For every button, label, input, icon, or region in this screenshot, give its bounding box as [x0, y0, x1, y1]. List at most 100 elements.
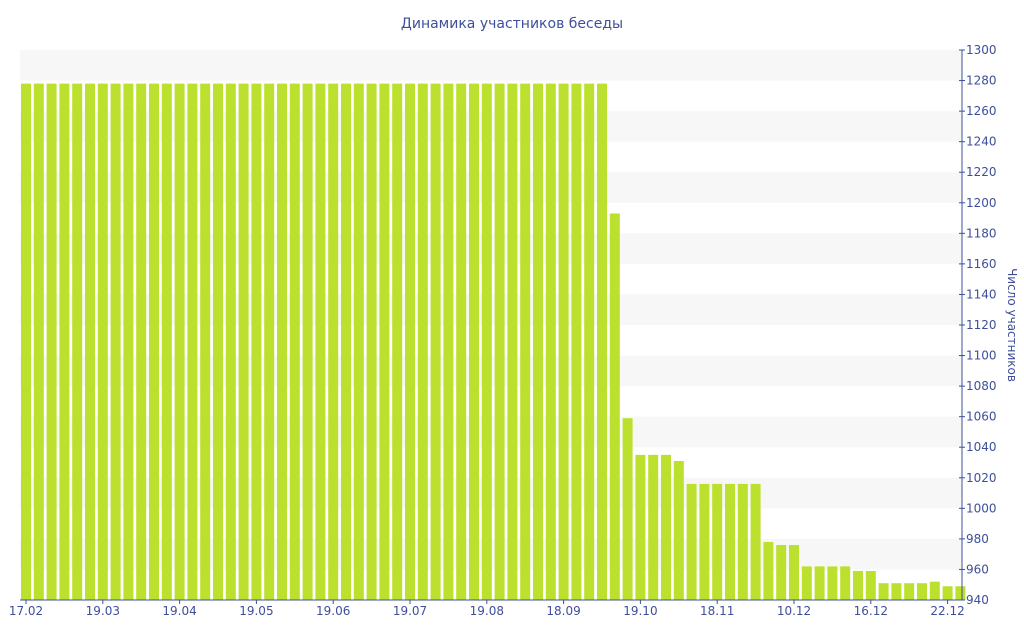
bar [929, 581, 940, 600]
bar [277, 83, 287, 601]
bar [507, 83, 518, 601]
bar [763, 541, 774, 600]
bar [353, 83, 364, 601]
bar [213, 83, 223, 601]
bar [814, 566, 825, 600]
bar [661, 454, 671, 600]
bar [123, 83, 134, 601]
y-tick-label: 1180 [966, 226, 997, 240]
bar [878, 583, 889, 600]
bar [328, 83, 339, 601]
x-tick-label: 19.07 [393, 604, 427, 618]
bar [571, 83, 582, 601]
bar [840, 566, 851, 600]
bar [853, 570, 863, 600]
x-tick-label: 17.02 [9, 604, 43, 618]
bar [545, 83, 556, 601]
y-tick-label: 1060 [966, 410, 997, 424]
y-tick-label: 1080 [966, 379, 997, 393]
bar [97, 83, 108, 601]
bar [238, 83, 249, 601]
bar [443, 83, 454, 601]
bar [520, 83, 531, 601]
y-axis-label: Число участников [1005, 268, 1019, 382]
bar [558, 83, 569, 601]
bar [200, 83, 211, 601]
bar [46, 83, 57, 601]
y-tick-label: 1220 [966, 165, 997, 179]
bar [302, 83, 313, 601]
y-tick-label: 1260 [966, 104, 997, 118]
bar [430, 83, 441, 601]
bar [405, 83, 415, 601]
x-tick-label: 19.04 [162, 604, 196, 618]
bar [686, 483, 697, 600]
bar [533, 83, 543, 601]
y-tick-label: 1020 [966, 471, 997, 485]
bar [72, 83, 83, 601]
bar [187, 83, 198, 601]
bar [597, 83, 607, 601]
bar [289, 83, 300, 601]
bar [161, 83, 172, 601]
bar [341, 83, 351, 601]
bar [59, 83, 70, 601]
x-tick-label: 19.10 [623, 604, 657, 618]
x-tick-label: 22.12 [930, 604, 964, 618]
bar [366, 83, 377, 601]
bar [801, 566, 812, 600]
bar [891, 583, 902, 600]
bar [917, 583, 927, 600]
y-tick-label: 1140 [966, 287, 997, 301]
x-tick-label: 10.12 [777, 604, 811, 618]
x-tick-label: 19.03 [86, 604, 120, 618]
y-tick-label: 940 [966, 593, 989, 607]
x-tick-label: 18.09 [546, 604, 580, 618]
bar [481, 83, 492, 601]
bar [942, 586, 953, 600]
bar [699, 483, 710, 600]
bar [865, 570, 876, 600]
bar [609, 213, 620, 600]
y-tick-label: 1000 [966, 501, 997, 515]
x-tick-label: 19.06 [316, 604, 350, 618]
y-tick-label: 1200 [966, 196, 997, 210]
bar [584, 83, 595, 601]
bar [712, 483, 723, 600]
bar [379, 83, 390, 601]
bar [417, 83, 428, 601]
bar [789, 545, 799, 600]
y-tick-label: 960 [966, 562, 989, 576]
x-tick-label: 16.12 [854, 604, 888, 618]
y-tick-label: 980 [966, 532, 989, 546]
bar [21, 83, 31, 601]
bar [673, 460, 684, 600]
x-tick-label: 19.05 [239, 604, 273, 618]
bar [456, 83, 467, 601]
grid-band [20, 50, 962, 81]
y-tick-label: 1160 [966, 257, 997, 271]
y-tick-label: 1300 [966, 43, 997, 57]
bar [110, 83, 121, 601]
bar [225, 83, 236, 601]
bar [392, 83, 403, 601]
bar [251, 83, 262, 601]
bar [648, 454, 659, 600]
bar [776, 545, 787, 600]
bar [622, 418, 633, 600]
bar [904, 583, 915, 600]
bar [33, 83, 44, 601]
x-tick-label: 19.08 [470, 604, 504, 618]
bar [469, 83, 479, 601]
bar [315, 83, 326, 601]
bar [149, 83, 159, 601]
bar [136, 83, 147, 601]
bar [750, 483, 761, 600]
x-tick-label: 18.11 [700, 604, 734, 618]
y-tick-label: 1120 [966, 318, 997, 332]
bar [264, 83, 275, 601]
bar [494, 83, 505, 601]
y-tick-label: 1040 [966, 440, 997, 454]
chart-title: Динамика участников беседы [401, 16, 623, 32]
bar [737, 483, 748, 600]
